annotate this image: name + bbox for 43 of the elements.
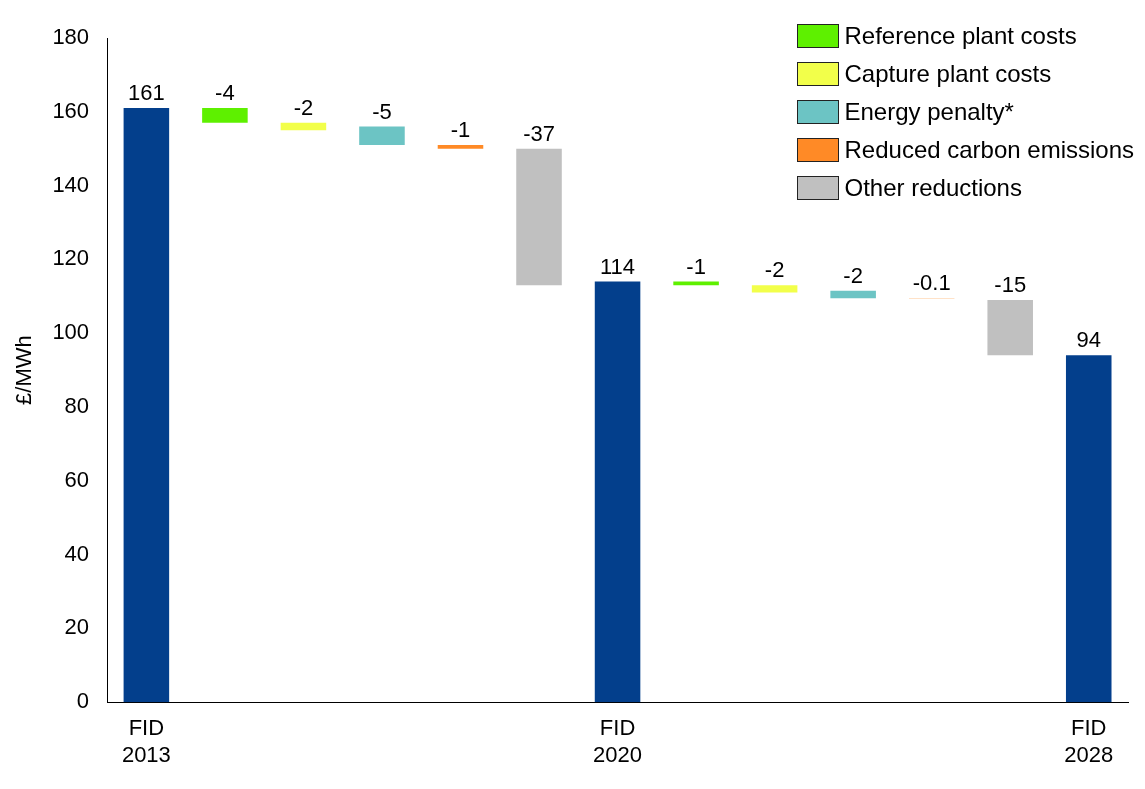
data-label: -1	[686, 253, 706, 279]
y-tick-label: 140	[52, 171, 90, 197]
x-tick-label: FID 2028	[1064, 715, 1114, 767]
legend-label: Reduced carbon emissions	[844, 136, 1134, 164]
y-tick-label: 40	[64, 540, 90, 566]
y-axis-title: £/MWh	[11, 335, 37, 405]
data-label: -5	[372, 98, 392, 124]
bar	[830, 290, 876, 299]
data-label: -37	[523, 120, 555, 146]
data-label: -4	[215, 80, 235, 106]
bar	[1065, 355, 1112, 703]
data-label: -2	[764, 257, 785, 283]
bar	[751, 285, 798, 293]
bar	[437, 145, 484, 149]
data-label: -2	[293, 94, 314, 120]
y-tick-label: 60	[64, 466, 90, 492]
bar	[987, 299, 1033, 356]
bar	[359, 126, 405, 146]
legend-label: Energy penalty*	[844, 98, 1014, 126]
data-label: 94	[1076, 327, 1101, 353]
y-tick-label: 160	[52, 97, 90, 123]
bar	[123, 108, 170, 703]
y-tick-label: 180	[52, 24, 90, 50]
data-label: -1	[450, 117, 471, 143]
data-label: -15	[994, 272, 1027, 298]
data-label: 114	[600, 253, 636, 279]
bar	[516, 148, 562, 286]
y-tick-label: 0	[76, 688, 90, 714]
bar	[594, 281, 641, 703]
x-tick-label: FID 2013	[121, 715, 171, 767]
y-tick-label: 80	[64, 393, 90, 419]
y-tick-label: 100	[52, 319, 90, 345]
bar	[280, 122, 327, 131]
legend-label: Other reductions	[844, 174, 1022, 202]
data-label: -2	[843, 262, 863, 288]
legend-label: Capture plant costs	[844, 60, 1052, 88]
data-label: -0.1	[912, 270, 951, 296]
y-tick-label: 20	[64, 614, 90, 640]
x-tick-label: FID 2020	[593, 715, 643, 767]
y-tick-label: 120	[52, 245, 90, 271]
bar	[202, 108, 248, 123]
legend-label: Reference plant costs	[844, 22, 1077, 50]
data-label: 161	[128, 80, 165, 106]
